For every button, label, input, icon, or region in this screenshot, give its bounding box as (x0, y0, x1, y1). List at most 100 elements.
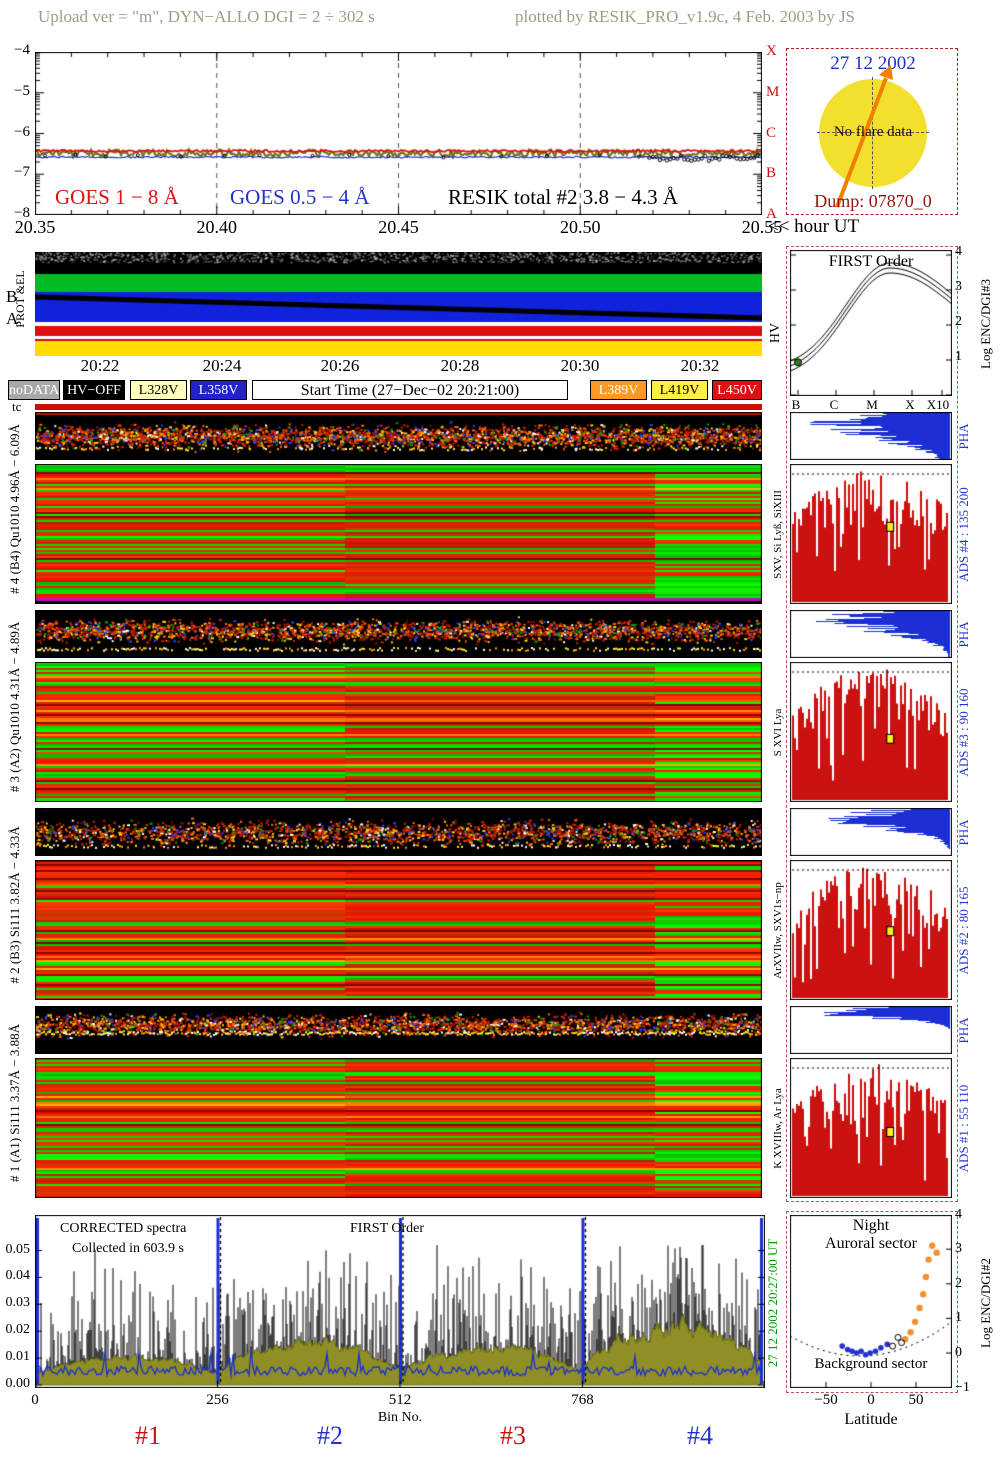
header-plotted-by: plotted by RESIK_PRO_v1.9c, 4 Feb. 2003 … (515, 7, 856, 26)
goes-legend-resik: RESIK total #2 3.8 − 4.3 Å (448, 185, 679, 209)
goes-xtick-0: 20.35 (14, 217, 56, 237)
channel-tag-#3: #3 (500, 1421, 526, 1450)
corrected-spectra-label: CORRECTED spectra (60, 1221, 187, 1236)
spec-xtick-0: 0 (31, 1392, 39, 1408)
pha-hist-channel-3 (790, 610, 952, 658)
sun-disk (819, 79, 927, 187)
sun-crosshair-horizontal (817, 132, 929, 133)
fo-letter-3: X (905, 397, 915, 412)
legend-item-6: L419V (651, 380, 708, 400)
spectrogram-channel-3 (35, 662, 762, 802)
ba-row-B: B (6, 287, 18, 306)
goes-xtick-1: 20.40 (196, 217, 238, 237)
scatter-rtick-5: −1 (955, 1379, 970, 1395)
ads-hist-channel-3 (790, 662, 952, 802)
latitude-label: Latitude (844, 1411, 898, 1428)
hv-label: HV (768, 322, 783, 344)
pha-strip-channel-3 (35, 610, 762, 658)
spec-xtick-3: 768 (571, 1392, 594, 1408)
scatter-xtick-0: −50 (814, 1392, 838, 1408)
ads-right-label-3: ADS #3 : 90 160 (956, 688, 971, 777)
goes-ytick-−7: −7 (14, 164, 30, 181)
ba-row-A: A (6, 309, 19, 328)
time-tick-3: 20:28 (440, 356, 480, 375)
fo-letter-2: M (866, 397, 878, 412)
pha-hist-channel-2 (790, 808, 952, 856)
goes-legend-goes054: GOES 0.5 − 4 Å (230, 185, 370, 209)
goes-class-X: X (766, 43, 777, 59)
fo-letter-4: X10 (926, 397, 950, 412)
time-tick-2: 20:26 (320, 356, 360, 375)
channel-line-label-1: K XVIIIw, Ar Lya (772, 1088, 784, 1169)
sun-crosshair-vertical (872, 77, 873, 189)
time-tick-0: 20:22 (80, 356, 120, 375)
legend-item-5: L389V (590, 380, 647, 400)
corrected-spectra-canvas (35, 1215, 765, 1388)
scatter-rtick-3: 1 (955, 1310, 962, 1326)
scatter-rtick-4: 0 (955, 1345, 962, 1360)
fo-rtick-2: 2 (955, 314, 962, 329)
goes-ytick-−8: −8 (14, 205, 30, 221)
first-order-bottom-label: FIRST Order (350, 1221, 425, 1236)
ads-right-label-2: ADS #2 : 80 165 (956, 886, 971, 975)
goes-ytick-−4: −4 (14, 42, 30, 58)
legend-item-7: L450V (712, 380, 762, 400)
goes-class-C: C (766, 124, 777, 141)
ads-right-label-4: ADS #4 : 135 200 (956, 487, 971, 582)
collected-in-label: Collected in 603.9 s (72, 1241, 184, 1256)
scatter-xtick-1: 0 (867, 1392, 875, 1408)
spec-ytick-4: 0.01 (5, 1349, 31, 1365)
goes-class-M: M (766, 83, 780, 100)
pha-strip-channel-4 (35, 412, 762, 460)
night-label: Night (852, 1217, 890, 1234)
spec-xtick-2: 512 (388, 1392, 412, 1408)
fo-letter-0: B (791, 397, 801, 412)
pha-right-label-3: PHA (956, 621, 971, 648)
spec-xtick-1: 256 (206, 1392, 229, 1408)
channel-left-label-3: # 3 (A2) Qu1010 4.31Å − 4.89Å (7, 621, 22, 793)
header-upload-info: Upload ver = "m", DYN−ALLO DGI = 2 ÷ 302… (38, 7, 375, 26)
hour-ut-label: << hour UT (768, 216, 860, 237)
scatter-rtick-0: 4 (955, 1206, 962, 1222)
goes-xtick-2: 20.45 (378, 217, 419, 237)
channel-left-label-4: # 4 (B4) Qu1010 4.96Å − 6.09Å (7, 424, 22, 594)
goes-legend-goes18: GOES 1 − 8 Å (55, 185, 179, 209)
goes-ytick-−5: −5 (14, 82, 30, 99)
time-tick-4: 20:30 (560, 356, 600, 375)
spec-ytick-2: 0.03 (5, 1295, 31, 1311)
legend-item-2: L328V (130, 380, 187, 400)
legend-item-3: L358V (190, 380, 247, 400)
goes-lightcurve-canvas (35, 52, 762, 215)
legend-item-1: HV−OFF (63, 380, 125, 400)
fo-rtick-1: 1 (955, 349, 962, 364)
spectrogram-channel-2 (35, 860, 762, 1000)
log-enc-dgi3-label: Log ENC/DGI#3 (978, 279, 993, 369)
first-order-canvas (790, 250, 952, 396)
pha-right-label-4: PHA (956, 423, 971, 450)
spectrogram-channel-4 (35, 464, 762, 604)
first-order-title: FIRST Order (828, 253, 914, 270)
goes-ytick-−6: −6 (14, 123, 30, 140)
channel-line-label-3: S XVI Lya (772, 708, 784, 757)
goes-class-A: A (766, 206, 777, 222)
channel-line-label-4: SXV, Si Lyß, SiXIII (772, 490, 784, 579)
channel-line-label-2: ArXVIIw, SXV1s−np (772, 882, 784, 979)
pha-hist-channel-1 (790, 1006, 952, 1054)
fo-letter-1: C (829, 397, 839, 412)
tc-label: tc (12, 399, 22, 414)
hv-red-strip (35, 404, 762, 410)
housekeeping-strip-canvas (35, 252, 762, 356)
scatter-xtick-2: 50 (908, 1392, 924, 1408)
scatter-rtick-2: 2 (955, 1275, 962, 1291)
fo-rtick-4: 4 (955, 244, 962, 259)
spectrogram-channel-1 (35, 1058, 762, 1198)
bottom-side-date-label: 27 12 2002 20:27:00 UT (765, 1238, 780, 1368)
channel-tag-#2: #2 (317, 1421, 343, 1450)
auroral-sector-label: Auroral sector (825, 1235, 917, 1252)
spec-ytick-3: 0.02 (5, 1322, 31, 1338)
legend-item-4: Start Time (27−Dec−02 20:21:00) (252, 380, 568, 400)
flare-date: 27 12 2002 (830, 53, 916, 74)
flare-status-panel: 27 12 2002 No flare data Dump: 07870_0 (786, 48, 958, 215)
ads-hist-channel-1 (790, 1058, 952, 1198)
